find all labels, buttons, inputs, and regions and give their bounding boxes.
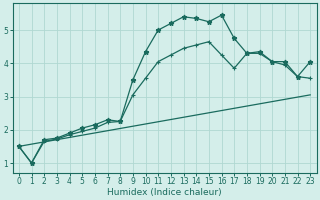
X-axis label: Humidex (Indice chaleur): Humidex (Indice chaleur)	[107, 188, 222, 197]
